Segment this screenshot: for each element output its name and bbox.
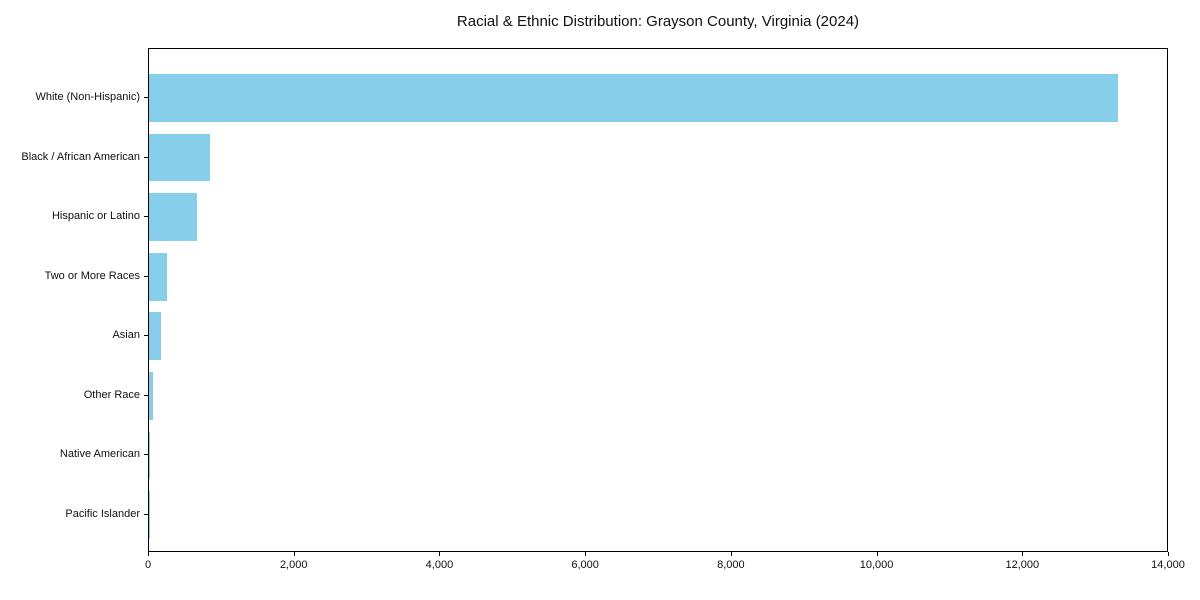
bar-other-race bbox=[149, 372, 154, 420]
x-axis-tick-label: 10,000 bbox=[859, 559, 894, 571]
bar-hispanic-or-latino bbox=[149, 193, 197, 241]
y-axis-label: Pacific Islander bbox=[65, 508, 140, 520]
x-axis-tick bbox=[730, 552, 732, 556]
y-axis-label: Other Race bbox=[83, 388, 140, 401]
y-axis-tick bbox=[144, 156, 148, 158]
x-axis-tick-label: 12,000 bbox=[1005, 559, 1040, 571]
x-axis-tick bbox=[293, 552, 295, 556]
y-axis-label: Native American bbox=[59, 448, 140, 461]
y-axis-tick bbox=[144, 275, 148, 277]
x-axis-tick bbox=[1022, 552, 1024, 556]
x-axis-tick-label: 6,000 bbox=[571, 559, 599, 571]
plot-area bbox=[148, 48, 1168, 552]
x-axis-tick-label: 8,000 bbox=[717, 559, 745, 571]
y-axis-label: Black / African American bbox=[21, 150, 140, 163]
bar-black-african-american bbox=[149, 133, 211, 182]
x-axis-tick-label: 4,000 bbox=[425, 559, 454, 571]
y-axis-label: White (Non-Hispanic) bbox=[35, 91, 140, 103]
x-axis-tick bbox=[876, 552, 878, 556]
y-axis-tick bbox=[144, 514, 148, 515]
bar-two-or-more-races bbox=[149, 252, 168, 301]
y-axis-tick bbox=[144, 454, 148, 456]
x-axis-tick bbox=[439, 552, 441, 556]
y-axis-tick bbox=[144, 335, 148, 337]
x-axis-tick-label: 14,000 bbox=[1151, 559, 1185, 571]
y-axis-tick bbox=[144, 97, 148, 98]
bar-asian bbox=[149, 312, 161, 361]
x-axis-tick-label: 0 bbox=[144, 559, 152, 571]
bar-white-non-hispanic bbox=[149, 74, 1118, 122]
x-axis-tick bbox=[148, 552, 149, 556]
y-axis-label: Two or More Races bbox=[44, 269, 140, 282]
chart-title: Racial & Ethnic Distribution: Grayson Co… bbox=[456, 13, 860, 30]
y-axis-label: Asian bbox=[112, 329, 140, 342]
y-axis-label: Hispanic or Latino bbox=[51, 210, 140, 223]
x-axis-tick-label: 2,000 bbox=[279, 559, 308, 571]
x-axis-tick bbox=[1168, 552, 1169, 556]
y-axis-tick bbox=[144, 216, 148, 218]
bar-native-american bbox=[149, 431, 151, 480]
y-axis-tick bbox=[144, 394, 148, 396]
x-axis-tick bbox=[585, 552, 587, 556]
bar-pacific-islander bbox=[149, 491, 150, 539]
